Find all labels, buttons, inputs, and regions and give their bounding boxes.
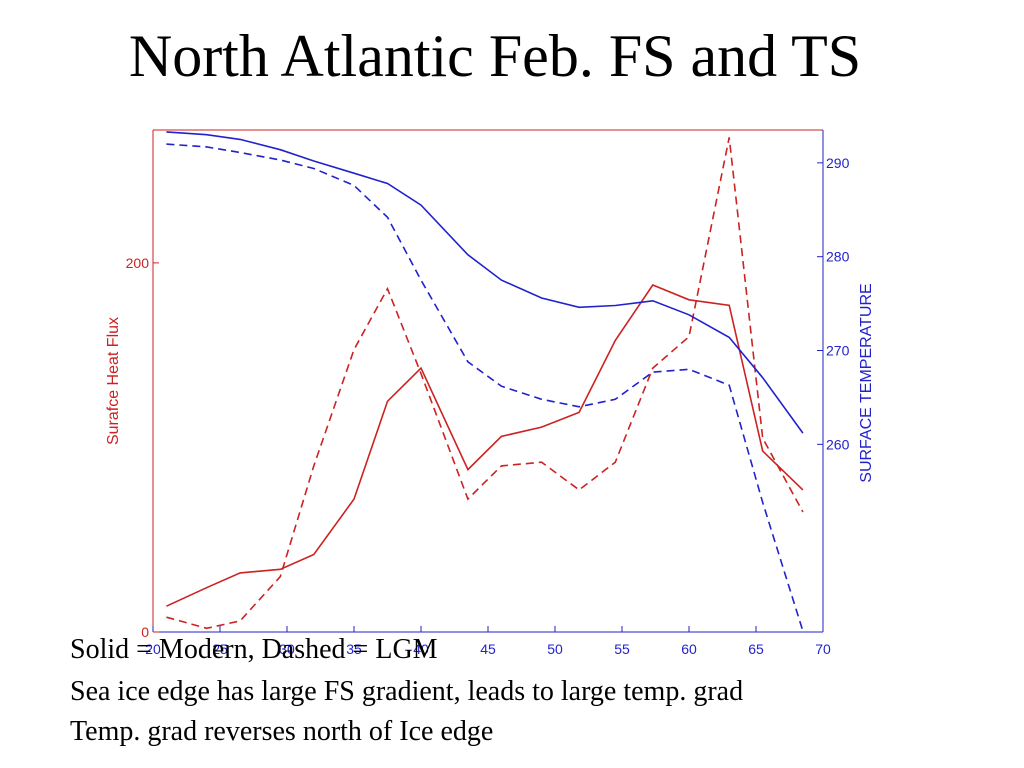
x-tick-label: 30 <box>279 641 295 657</box>
x-tick-label: 55 <box>614 641 630 657</box>
x-tick-label: 25 <box>212 641 228 657</box>
right-tick-label: 280 <box>826 249 850 265</box>
x-tick-label: 35 <box>346 641 362 657</box>
right-axis-title: SURFACE TEMPERATURE <box>858 283 875 482</box>
axes-layer <box>152 129 824 633</box>
left-tick-label: 200 <box>126 255 150 271</box>
caption-line-1: Solid = Modern, Dashed = LGM <box>70 634 438 665</box>
right-tick-label: 290 <box>826 155 850 171</box>
right-tick-label: 270 <box>826 343 850 359</box>
heat-flux-modern-line <box>166 284 804 607</box>
x-tick-label: 45 <box>480 641 496 657</box>
caption-line-3: Temp. grad reverses north of Ice edge <box>70 716 494 747</box>
left-axis-title: Surafce Heat Flux <box>105 317 122 445</box>
temperature-modern-line <box>166 131 804 434</box>
series-layer <box>166 131 804 632</box>
x-tick-label: 40 <box>413 641 429 657</box>
x-tick-label: 70 <box>815 641 831 657</box>
x-tick-label: 50 <box>547 641 563 657</box>
x-tick-label: 65 <box>748 641 764 657</box>
caption-line-2: Sea ice edge has large FS gradient, lead… <box>70 676 744 707</box>
heat-flux-lgm-line <box>166 137 804 630</box>
right-tick-label: 260 <box>826 436 850 452</box>
x-tick-label: 60 <box>681 641 697 657</box>
slide-title: North Atlantic Feb. FS and TS <box>128 23 862 89</box>
x-tick-label: 20 <box>145 641 161 657</box>
temperature-lgm-line <box>166 143 804 632</box>
left-tick-label: 0 <box>141 624 149 640</box>
labels-layer: 20 25 30 35 40 45 50 55 60 65 70 0 200 260 270 280 290 Su… <box>105 155 875 657</box>
